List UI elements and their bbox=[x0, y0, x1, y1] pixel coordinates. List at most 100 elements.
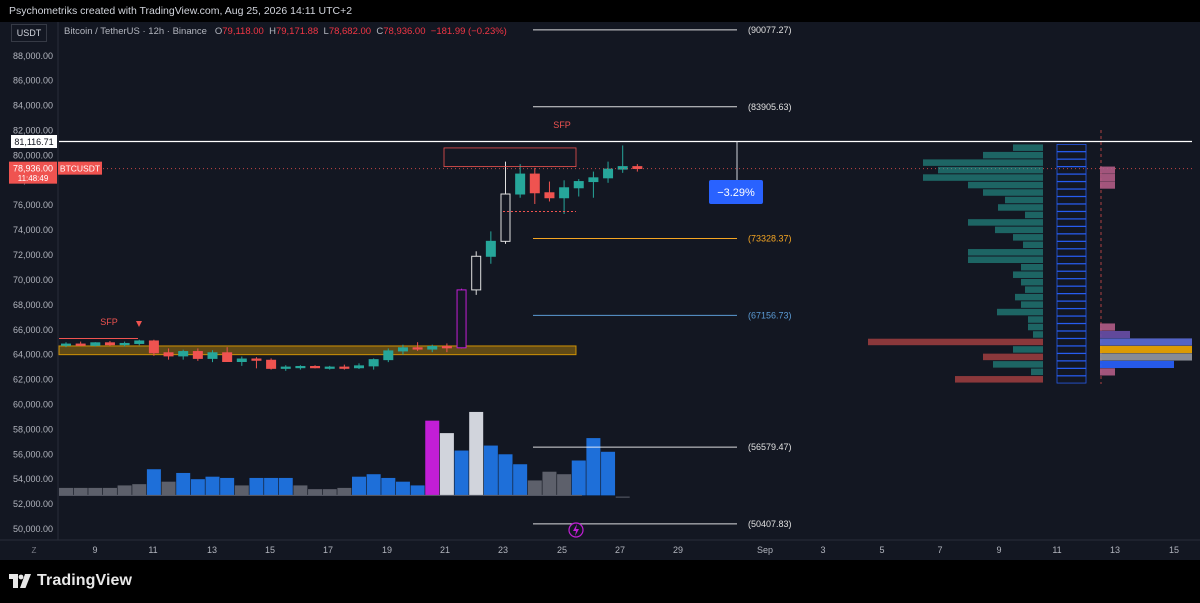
volume-bar bbox=[102, 487, 117, 496]
currency-selector[interactable]: USDT bbox=[11, 24, 47, 42]
candle-body bbox=[148, 340, 159, 354]
value-area-cell bbox=[1056, 293, 1087, 302]
value-area-cell bbox=[1056, 226, 1087, 235]
candle-body bbox=[236, 358, 247, 363]
candle-body bbox=[427, 346, 438, 350]
close-value: 78,936.00 bbox=[383, 26, 426, 37]
volume-profile-bar bbox=[1021, 278, 1043, 286]
time-tick-label: 9 bbox=[996, 545, 1001, 555]
volume-bar bbox=[527, 480, 542, 496]
time-tick-label: 29 bbox=[673, 545, 683, 555]
current-price-badge bbox=[9, 161, 57, 184]
price-tick-label: 76,000.00 bbox=[13, 200, 53, 210]
volume-bar bbox=[234, 485, 249, 496]
low-label: L bbox=[323, 26, 329, 37]
volume-profile-bar bbox=[993, 361, 1043, 368]
candle-body bbox=[456, 289, 467, 349]
price-tick-label: 88,000.00 bbox=[13, 51, 53, 61]
volume-profile-bar bbox=[1021, 301, 1043, 308]
price-tick-label: 72,000.00 bbox=[13, 250, 53, 260]
candle-body bbox=[295, 365, 306, 369]
volume-profile-bar bbox=[1013, 144, 1043, 151]
session-profile-bar bbox=[1100, 330, 1130, 339]
volume-bar bbox=[73, 487, 88, 496]
price-tick-label: 86,000.00 bbox=[13, 76, 53, 86]
volume-profile-bar bbox=[997, 308, 1043, 316]
price-tick-label: 52,000.00 bbox=[13, 499, 53, 509]
candle-body bbox=[397, 347, 408, 352]
value-area-cell bbox=[1056, 278, 1087, 287]
volume-bar bbox=[146, 469, 161, 496]
tradingview-logo-icon bbox=[9, 574, 31, 588]
value-area-cell bbox=[1056, 263, 1087, 272]
volume-profile-bar bbox=[1031, 368, 1043, 376]
volume-bar bbox=[308, 489, 323, 496]
value-area-cell bbox=[1056, 323, 1087, 332]
candle-body bbox=[251, 358, 262, 361]
value-area-cell bbox=[1056, 188, 1087, 197]
symbol-legend[interactable]: Bitcoin / TetherUS · 12h · Binance O79,1… bbox=[64, 26, 507, 37]
price-tick-label: 66,000.00 bbox=[13, 325, 53, 335]
time-tick-label: 9 bbox=[92, 545, 97, 555]
candle-body bbox=[485, 240, 496, 257]
price-tick-label: 54,000.00 bbox=[13, 474, 53, 484]
time-tick-label: 7 bbox=[937, 545, 942, 555]
sfp-right-label: SFP bbox=[553, 120, 571, 130]
price-tick-label: 68,000.00 bbox=[13, 300, 53, 310]
volume-bar bbox=[513, 464, 528, 496]
candle-body bbox=[178, 351, 189, 357]
volume-profile-bar bbox=[1023, 241, 1043, 249]
candle-body bbox=[573, 181, 584, 189]
close-label: C bbox=[376, 26, 384, 37]
value-area-cell bbox=[1056, 144, 1087, 152]
price-tick-label: 56,000.00 bbox=[13, 449, 53, 459]
volume-profile-bar bbox=[1025, 286, 1043, 293]
candle-body bbox=[383, 350, 394, 361]
timezone-button: Z bbox=[32, 546, 37, 555]
candle-body bbox=[104, 342, 115, 346]
value-area-cell bbox=[1056, 203, 1087, 212]
volume-bar bbox=[395, 481, 410, 496]
fib-level-label: (73328.37) bbox=[748, 233, 792, 243]
top-bar: Psychometriks created with TradingView.c… bbox=[0, 0, 1200, 22]
value-area-cell bbox=[1056, 368, 1087, 376]
volume-bar bbox=[454, 450, 469, 496]
volume-bar bbox=[59, 487, 73, 496]
candle-body bbox=[515, 173, 526, 195]
candle-body bbox=[324, 366, 335, 369]
volume-profile-bar bbox=[1028, 323, 1043, 331]
price-tick-label: 82,000.00 bbox=[13, 126, 53, 136]
volume-profile-bar bbox=[1033, 331, 1043, 338]
sfp-down-arrow bbox=[136, 321, 142, 327]
tradingview-logo[interactable]: TradingView bbox=[9, 572, 132, 590]
session-profile-bar bbox=[1100, 353, 1192, 361]
value-area-cell bbox=[1056, 345, 1087, 354]
symbol-tag-badge bbox=[58, 161, 102, 175]
candle-body bbox=[441, 346, 452, 349]
volume-bar bbox=[190, 479, 205, 496]
value-area-cell bbox=[1056, 241, 1087, 249]
volume-profile-bar bbox=[968, 219, 1043, 226]
time-tick-label: 21 bbox=[440, 545, 450, 555]
price-tick-label: 60,000.00 bbox=[13, 399, 53, 409]
current-price-label: 78,936.00 bbox=[13, 164, 53, 174]
hline-price-label: 81,116.71 bbox=[14, 137, 53, 147]
session-profile-bar bbox=[1100, 338, 1192, 346]
candle-body bbox=[75, 343, 86, 346]
time-tick-label: Sep bbox=[757, 545, 773, 555]
volume-bar bbox=[132, 484, 147, 496]
sfp-left-label: SFP bbox=[100, 317, 118, 327]
candle-body bbox=[310, 365, 321, 369]
volume-bar bbox=[542, 471, 557, 496]
candle-body bbox=[412, 347, 423, 350]
value-area-cell bbox=[1056, 233, 1087, 242]
volume-bar bbox=[425, 420, 440, 496]
price-tick-label: 80,000.00 bbox=[13, 150, 53, 160]
volume-profile-bar bbox=[938, 166, 1043, 174]
fib-level-label: (67156.73) bbox=[748, 310, 792, 320]
candle-body bbox=[266, 359, 277, 369]
volume-bar bbox=[161, 481, 176, 496]
volume-profile-bar bbox=[983, 151, 1043, 159]
time-tick-label: 13 bbox=[1110, 545, 1120, 555]
